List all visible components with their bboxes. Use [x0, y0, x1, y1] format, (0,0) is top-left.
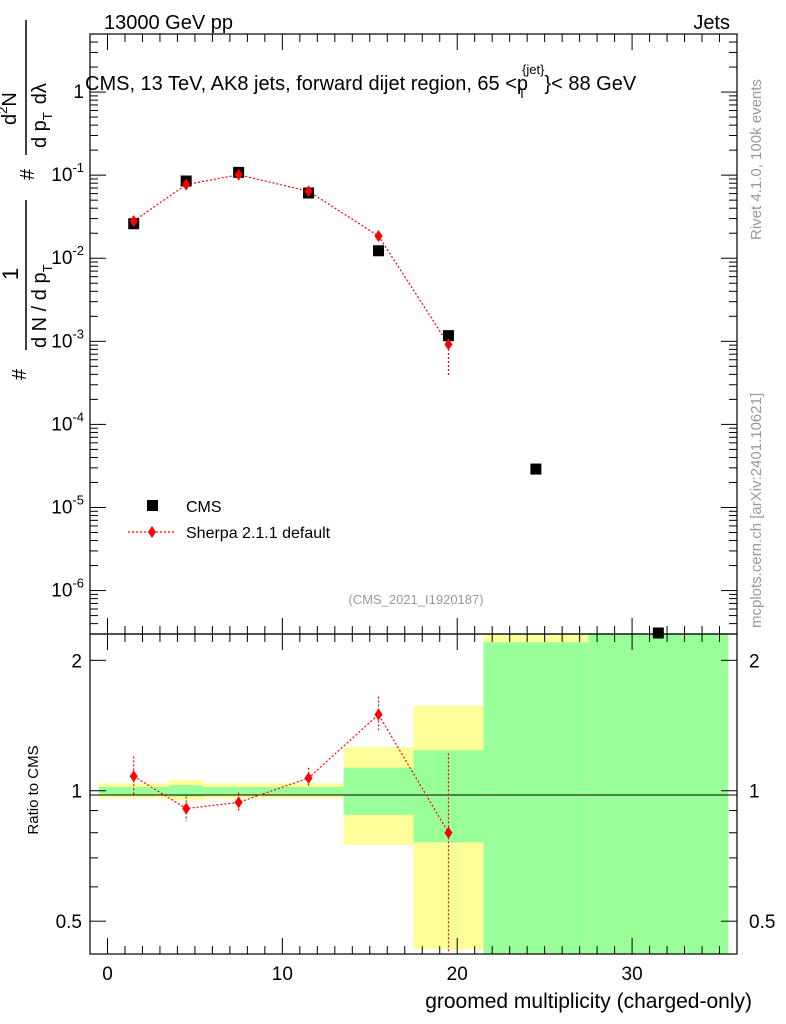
ratio-data-layer: [129, 696, 453, 954]
header-right: Jets: [693, 12, 730, 34]
sherpa-ratio-line: [133, 713, 449, 834]
main-ylabel: # 1 d N / d pT # d2N d pTdλ: [0, 20, 55, 380]
rivet-label: Rivet 4.1.0, 100k events: [748, 79, 765, 240]
sherpa-main-point: [374, 230, 383, 243]
title-end: }< 88 GeV: [544, 73, 636, 95]
title-main: CMS, 13 TeV, AK8 jets, forward dijet reg…: [85, 73, 528, 95]
main-axis-ticks: 10-610-510-410-310-210-11: [51, 33, 737, 635]
ratio-band-green: [203, 787, 274, 795]
ylabel-dN: d N / d p: [29, 272, 51, 348]
ylabel-hash-1: #: [9, 368, 31, 380]
main-ytick-label-exp: -2: [72, 243, 84, 258]
main-ytick-label-exp: -4: [72, 409, 84, 424]
main-ytick-label: 10-4: [51, 409, 84, 435]
ylabel-two: 2: [0, 107, 10, 114]
ylabel-dpT: d p: [29, 120, 51, 148]
ratio-band-green: [343, 767, 414, 815]
ratio-band-green: [483, 642, 589, 954]
ylabel-T1: T: [40, 264, 55, 272]
cms-data-point: [442, 330, 454, 342]
sherpa-main-point: [234, 168, 243, 181]
main-ytick-label: 10-6: [51, 576, 84, 602]
sherpa-main-point: [182, 178, 191, 191]
legend-cms-marker: [147, 500, 158, 511]
main-ytick-label-base: 10: [51, 248, 72, 269]
analysis-id: (CMS_2021_I1920187): [348, 592, 483, 607]
title-sup: {jet}: [522, 62, 545, 77]
legend: CMS Sherpa 2.1.1 default: [128, 499, 331, 542]
sherpa-ratio-point: [304, 772, 313, 785]
ylabel-dpT-dlambda: d pTdλ: [29, 83, 55, 148]
sherpa-main-point: [304, 185, 313, 198]
ratio-ylabel: Ratio to CMS: [25, 745, 42, 834]
ylabel-N: N: [0, 92, 21, 106]
main-ytick-label-exp: -3: [72, 326, 84, 341]
legend-cms-label: CMS: [186, 499, 222, 516]
cms-data-point: [652, 627, 664, 639]
main-ytick-label: 10-2: [51, 243, 84, 269]
ratio-xtick-label: 0: [102, 964, 113, 985]
ratio-band-green: [273, 787, 344, 795]
cms-data-point: [373, 245, 385, 257]
main-ytick-label-base: 10: [51, 581, 72, 602]
sherpa-main-line: [133, 174, 449, 345]
ylabel-one: 1: [0, 268, 23, 280]
sherpa-main-point: [444, 338, 453, 351]
ratio-band-green: [588, 634, 729, 954]
ratio-axis-ticks: 0 10 20 30 0.5 0.5 1 1 2 2: [56, 634, 775, 985]
main-ytick-label: 10-1: [51, 160, 84, 186]
ylabel-T2: T: [40, 112, 55, 120]
main-ytick-label-exp: -1: [72, 160, 84, 175]
ylabel-d2N: d2N: [0, 92, 21, 125]
ratio-xtick-label: 30: [622, 964, 643, 985]
ylabel-hash-2: #: [17, 168, 39, 180]
sherpa-ratio-point: [444, 826, 453, 839]
ratio-ytick-label-left: 0.5: [56, 912, 82, 933]
ratio-band-green: [98, 787, 169, 795]
main-ytick-label: 10-5: [51, 492, 84, 518]
main-panel-frame: [89, 33, 738, 635]
legend-sherpa-marker: [148, 526, 156, 538]
ratio-xtick-label: 10: [272, 964, 293, 985]
main-ytick-label-base: 10: [51, 414, 72, 435]
ylabel-dlambda: dλ: [29, 83, 51, 104]
ratio-ytick-label-left: 1: [71, 782, 82, 803]
main-ytick-label-base: 10: [51, 165, 72, 186]
xlabel: groomed multiplicity (charged-only): [425, 990, 752, 1013]
main-ytick-label-base: 10: [51, 331, 72, 352]
sherpa-ratio-point: [129, 770, 138, 783]
legend-sherpa-label: Sherpa 2.1.1 default: [186, 525, 331, 542]
main-ytick-label-exp: -6: [72, 576, 84, 591]
sherpa-main-point: [129, 215, 138, 228]
sherpa-ratio-point: [182, 802, 191, 815]
ylabel-d: d: [0, 114, 21, 125]
ratio-ytick-label-right: 1: [749, 782, 760, 803]
ratio-band-green: [168, 785, 204, 797]
main-ytick-label-base: 10: [51, 497, 72, 518]
plot-title: CMS, 13 TeV, AK8 jets, forward dijet reg…: [85, 62, 637, 101]
main-data-layer: [128, 166, 664, 639]
mcplots-label: mcplots.cern.ch [arXiv:2401.10621]: [748, 393, 765, 628]
cms-data-point: [530, 463, 542, 475]
ratio-xtick-label: 20: [447, 964, 468, 985]
ratio-ytick-label-right: 0.5: [749, 912, 775, 933]
ylabel-dN-dpT: d N / d pT: [29, 264, 55, 348]
ratio-ytick-label-left: 2: [71, 651, 82, 672]
header-left: 13000 GeV pp: [104, 12, 233, 34]
main-ytick-label: 10-3: [51, 326, 84, 352]
ratio-ytick-label-right: 2: [749, 651, 760, 672]
ratio-bands: [98, 634, 729, 954]
sherpa-ratio-point: [374, 708, 383, 721]
main-ytick-label: 1: [73, 82, 84, 103]
sherpa-ratio-point: [234, 796, 243, 809]
ratio-panel-frame: [89, 633, 738, 955]
main-ytick-label-exp: -5: [72, 492, 84, 507]
title-sub: T: [518, 86, 526, 101]
